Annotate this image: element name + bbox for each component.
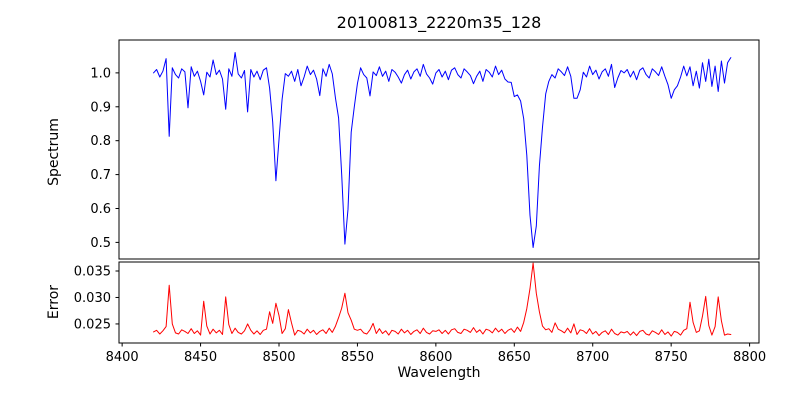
x-tick-label: 8450: [184, 350, 217, 365]
x-tick-label: 8800: [733, 350, 766, 365]
y-tick-label: 0.025: [74, 317, 111, 332]
y-tick-label: 0.5: [90, 236, 111, 251]
spectrum-axes-frame: [118, 39, 760, 260]
x-tick-label: 8550: [341, 350, 374, 365]
x-tick-label: 8700: [576, 350, 609, 365]
x-tick-label: 8400: [106, 350, 139, 365]
spectrum-line-series: [153, 52, 732, 248]
y-axis-label-error: Error: [46, 284, 62, 320]
y-axis-label-spectrum: Spectrum: [46, 118, 62, 186]
x-tick-label: 8600: [419, 350, 452, 365]
y-tick-label: 0.9: [90, 100, 111, 115]
y-tick-label: 0.8: [90, 134, 111, 149]
chart-title: 20100813_2220m35_128: [336, 13, 542, 32]
x-tick-label: 8500: [262, 350, 295, 365]
x-tick-label: 8750: [655, 350, 688, 365]
x-tick-label: 8650: [498, 350, 531, 365]
y-tick-label: 0.7: [90, 168, 111, 183]
y-tick-label: 1.0: [90, 66, 111, 81]
error-axes-frame: [118, 261, 760, 344]
x-axis-label: Wavelength: [397, 365, 481, 381]
y-tick-label: 0.035: [74, 265, 111, 280]
error-line-series: [153, 262, 732, 337]
y-tick-label: 0.6: [90, 202, 111, 217]
y-tick-label: 0.030: [74, 291, 111, 306]
